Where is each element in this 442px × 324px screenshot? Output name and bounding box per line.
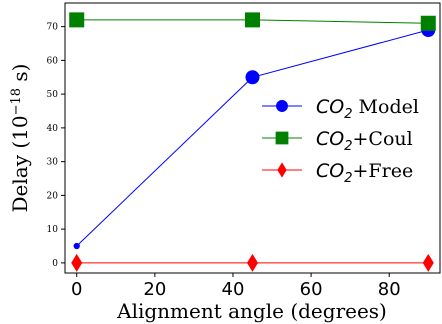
data-point xyxy=(73,242,80,250)
x-axis-label: Alignment angle (degrees) xyxy=(116,299,387,323)
x-tick-label: 80 xyxy=(378,279,401,300)
series-layer xyxy=(69,12,436,272)
legend-label-suffix: +Free xyxy=(353,160,414,182)
legend-marker xyxy=(276,100,288,112)
x-tick-label: 40 xyxy=(222,279,245,300)
data-point xyxy=(71,253,83,272)
data-point xyxy=(420,15,436,31)
y-tick-label: 40 xyxy=(47,124,59,134)
y-tick-label: 0 xyxy=(52,259,58,269)
legend-label-base: CO xyxy=(316,96,344,118)
legend-marker xyxy=(275,131,289,145)
y-axis-label-exp: −18 xyxy=(9,88,24,115)
legend-marker xyxy=(277,162,287,178)
y-axis-label: Delay (10−18 s) xyxy=(8,64,32,213)
y-tick-label: 20 xyxy=(47,191,59,201)
legend-label-subscript: 2 xyxy=(344,139,352,154)
y-tick-label: 10 xyxy=(47,225,59,235)
data-point xyxy=(422,253,434,272)
legend-label-base: CO xyxy=(316,160,344,182)
y-axis-label-unit: s) xyxy=(8,64,32,88)
legend-item: CO2 Model xyxy=(262,96,419,122)
x-axis-ticks: 0 20 40 60 80 xyxy=(71,273,401,300)
data-point xyxy=(245,70,260,85)
y-axis-label-main: Delay (10 xyxy=(8,115,32,212)
legend-label-subscript: 2 xyxy=(344,171,352,186)
legend-item: CO2+Coul xyxy=(262,128,413,154)
y-tick-label: 50 xyxy=(47,90,59,100)
y-axis-ticks: 0 10 20 30 40 50 60 70 xyxy=(47,23,65,269)
legend-label-base: CO xyxy=(316,128,344,150)
y-tick-label: 70 xyxy=(47,23,59,33)
x-tick-label: 60 xyxy=(300,279,323,300)
data-point xyxy=(245,12,260,28)
data-point xyxy=(247,253,258,272)
legend-label-suffix: Model xyxy=(353,96,419,118)
legend-label: CO2+Free xyxy=(316,160,413,186)
legend-label: CO2 Model xyxy=(316,96,419,122)
legend-label-subscript: 2 xyxy=(344,107,352,122)
y-tick-label: 60 xyxy=(47,56,59,66)
plot-frame xyxy=(64,2,441,274)
x-tick-label: 20 xyxy=(143,279,166,300)
legend-item: CO2+Free xyxy=(262,160,413,186)
series-3 xyxy=(71,253,434,272)
legend-label: CO2+Coul xyxy=(316,128,413,154)
legend-label-suffix: +Coul xyxy=(353,128,413,150)
y-tick-label: 30 xyxy=(47,158,59,168)
data-point xyxy=(69,12,85,28)
series-2 xyxy=(69,12,436,31)
x-tick-label: 0 xyxy=(71,279,82,300)
